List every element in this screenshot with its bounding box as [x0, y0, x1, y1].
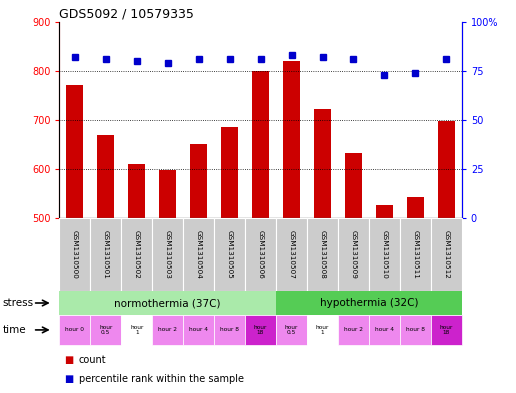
Bar: [67, 85, 84, 218]
Bar: [314, 109, 331, 218]
Bar: [283, 61, 300, 218]
Text: ■: ■: [64, 354, 74, 365]
Text: GSM1310500: GSM1310500: [72, 230, 78, 279]
Text: GSM1310504: GSM1310504: [196, 230, 202, 279]
Text: GSM1310511: GSM1310511: [412, 230, 418, 279]
Text: hour 0: hour 0: [66, 327, 84, 332]
Bar: [376, 205, 393, 218]
Text: hour 4: hour 4: [375, 327, 394, 332]
Text: stress: stress: [3, 298, 34, 308]
Text: GSM1310506: GSM1310506: [257, 230, 264, 279]
Text: hour
18: hour 18: [254, 325, 267, 335]
Text: hour
1: hour 1: [316, 325, 329, 335]
Text: GSM1310510: GSM1310510: [381, 230, 388, 279]
Text: hour
0.5: hour 0.5: [285, 325, 298, 335]
Text: hypothermia (32C): hypothermia (32C): [320, 298, 418, 308]
Text: GDS5092 / 10579335: GDS5092 / 10579335: [59, 7, 194, 20]
Bar: [159, 170, 176, 218]
Text: hour
0.5: hour 0.5: [99, 325, 112, 335]
Text: hour
1: hour 1: [130, 325, 143, 335]
Text: hour 2: hour 2: [344, 327, 363, 332]
Text: GSM1310503: GSM1310503: [165, 230, 171, 279]
Text: GSM1310508: GSM1310508: [319, 230, 326, 279]
Text: count: count: [79, 354, 107, 365]
Text: hour
18: hour 18: [440, 325, 453, 335]
Text: hour 4: hour 4: [189, 327, 208, 332]
Text: hour 8: hour 8: [220, 327, 239, 332]
Bar: [190, 144, 207, 218]
Text: hour 8: hour 8: [406, 327, 425, 332]
Bar: [438, 121, 455, 218]
Bar: [345, 153, 362, 218]
Bar: [97, 134, 115, 218]
Bar: [407, 197, 424, 218]
Bar: [252, 71, 269, 218]
Text: time: time: [3, 325, 26, 335]
Text: GSM1310502: GSM1310502: [134, 230, 140, 279]
Text: ■: ■: [64, 374, 74, 384]
Text: percentile rank within the sample: percentile rank within the sample: [79, 374, 244, 384]
Text: GSM1310507: GSM1310507: [288, 230, 295, 279]
Text: GSM1310509: GSM1310509: [350, 230, 357, 279]
Bar: [128, 164, 146, 218]
Text: hour 2: hour 2: [158, 327, 177, 332]
Text: GSM1310501: GSM1310501: [103, 230, 109, 279]
Text: GSM1310512: GSM1310512: [443, 230, 449, 279]
Text: GSM1310505: GSM1310505: [227, 230, 233, 279]
Bar: [221, 127, 238, 218]
Text: normothermia (37C): normothermia (37C): [115, 298, 221, 308]
